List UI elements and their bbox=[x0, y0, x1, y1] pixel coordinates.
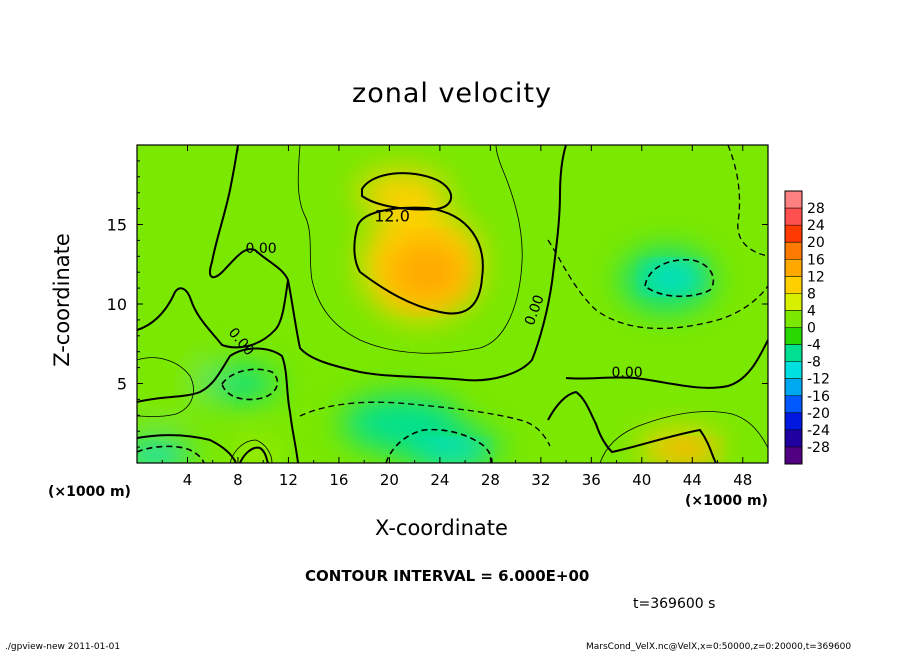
contour-0-left-lower bbox=[137, 347, 299, 463]
colorbar-swatch bbox=[785, 191, 802, 209]
colorbar-label: -28 bbox=[807, 440, 830, 456]
field-core bbox=[657, 440, 714, 461]
colorbar-label: -16 bbox=[807, 389, 830, 405]
chart-title: zonal velocity bbox=[352, 78, 552, 109]
x-tick-label: 8 bbox=[233, 471, 243, 489]
contour-neg-right bbox=[644, 258, 715, 298]
colorbar-swatch bbox=[785, 344, 802, 363]
colorbar-swatch bbox=[785, 310, 802, 328]
contour-6-outer bbox=[297, 145, 523, 354]
colorbar-label: 28 bbox=[807, 201, 825, 217]
colorbar-label: -20 bbox=[807, 406, 830, 422]
colorbar-swatch bbox=[785, 361, 802, 380]
colorbar-label: 24 bbox=[807, 218, 825, 234]
field-feature bbox=[342, 395, 463, 452]
contour-neg-wide bbox=[299, 401, 551, 447]
contour-lines bbox=[137, 145, 768, 463]
contour-6-bottom bbox=[229, 439, 273, 463]
footer-right: MarsCond_VelX.nc@VelX,x=0:50000,z=0:2000… bbox=[586, 642, 852, 652]
x-tick-label: 40 bbox=[632, 471, 651, 489]
colorbar-swatch bbox=[785, 378, 802, 397]
contour-6-left bbox=[137, 357, 194, 417]
colorbar-label: 12 bbox=[807, 269, 825, 285]
contour-0-left bbox=[137, 145, 290, 349]
colorbar-label: 20 bbox=[807, 235, 825, 251]
colorbar-swatch bbox=[785, 395, 802, 414]
y-tick-label: 10 bbox=[107, 295, 127, 314]
x-tick-label: 28 bbox=[481, 471, 500, 489]
footer-left: ./gpview-new 2011-01-01 bbox=[5, 642, 121, 652]
x-tick-label: 44 bbox=[683, 471, 702, 489]
colorbar-swatch bbox=[785, 259, 802, 277]
y-tick-label: 5 bbox=[117, 375, 127, 394]
colorbar-label: 16 bbox=[807, 252, 825, 268]
contour-neg-bottom bbox=[385, 428, 493, 463]
field-feature bbox=[137, 441, 191, 463]
contour-12-main bbox=[353, 206, 484, 315]
colorbar-label: 8 bbox=[807, 286, 816, 302]
x-tick-label: 48 bbox=[733, 471, 752, 489]
colorbar-label: -24 bbox=[807, 423, 830, 439]
colorbar-swatch bbox=[785, 208, 802, 226]
colorbar-swatch bbox=[785, 276, 802, 294]
colorbar-label: -4 bbox=[807, 338, 821, 354]
contour-label: 12.0 bbox=[374, 206, 410, 225]
contour-interval-note: CONTOUR INTERVAL = 6.000E+00 bbox=[305, 567, 590, 585]
contour-12-upper bbox=[361, 172, 453, 211]
field-feature bbox=[137, 340, 209, 411]
x-axis-label: X-coordinate bbox=[375, 516, 508, 540]
contour-6-lower-right bbox=[599, 411, 768, 463]
colorbar-label: 0 bbox=[807, 321, 816, 337]
colorbar-label: -12 bbox=[807, 372, 830, 388]
field-core bbox=[387, 240, 468, 305]
colorbar-swatch bbox=[785, 327, 802, 346]
field-core bbox=[647, 262, 700, 291]
contour-label: 0.00 bbox=[246, 241, 277, 257]
contour-0-bottom-left bbox=[137, 434, 237, 463]
contour-neg-mid bbox=[221, 368, 279, 401]
x-axis-unit-left: (×1000 m) bbox=[48, 484, 131, 500]
colorbar-swatch bbox=[785, 242, 802, 260]
velocity-field bbox=[137, 145, 768, 463]
y-axis-label: Z-coordinate bbox=[50, 233, 74, 367]
time-stamp: t=369600 s bbox=[633, 596, 716, 612]
x-tick-label: 12 bbox=[279, 471, 298, 489]
field-core bbox=[422, 440, 483, 461]
contour-0-center bbox=[287, 145, 567, 382]
y-tick-label: 15 bbox=[107, 216, 127, 235]
colorbar-swatch bbox=[785, 293, 802, 311]
x-tick-label: 4 bbox=[183, 471, 193, 489]
contour-0-small bbox=[239, 446, 269, 463]
x-tick-label: 36 bbox=[582, 471, 601, 489]
colorbar-swatch bbox=[785, 429, 802, 448]
x-tick-label: 24 bbox=[430, 471, 449, 489]
x-tick-label: 16 bbox=[329, 471, 348, 489]
x-tick-label: 32 bbox=[531, 471, 550, 489]
contour-neg-left-low bbox=[137, 445, 205, 463]
contour-neg-right-top bbox=[727, 145, 768, 257]
contour-label: 0.00 bbox=[612, 365, 643, 381]
contour-neg-right-wide bbox=[547, 239, 768, 330]
colorbar-swatch bbox=[785, 225, 802, 243]
colorbar-label: 4 bbox=[807, 303, 816, 319]
contour-0-right bbox=[565, 339, 768, 389]
contour-0-bottom-right bbox=[547, 390, 717, 463]
x-axis-unit-right: (×1000 m) bbox=[685, 493, 768, 509]
colorbar-swatch bbox=[785, 446, 802, 465]
x-tick-label: 20 bbox=[380, 471, 399, 489]
colorbar-swatch bbox=[785, 412, 802, 431]
colorbar-label: -8 bbox=[807, 355, 821, 371]
